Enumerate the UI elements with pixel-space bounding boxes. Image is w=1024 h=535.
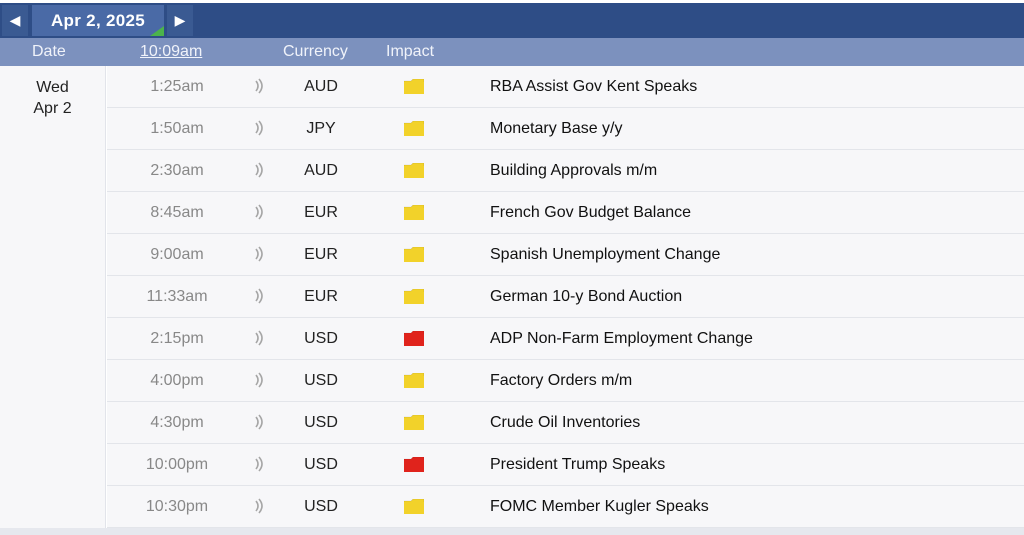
event-title[interactable]: Factory Orders m/m	[490, 372, 633, 389]
event-currency: JPY	[306, 120, 336, 137]
sound-wave-icon[interactable]	[253, 203, 265, 221]
event-time: 4:30pm	[150, 414, 204, 431]
sound-wave-icon[interactable]	[253, 371, 265, 389]
table-row[interactable]: 4:00pm USD Factory Orders m/m	[107, 360, 1024, 402]
sound-wave-icon[interactable]	[253, 119, 265, 137]
event-title[interactable]: FOMC Member Kugler Speaks	[490, 498, 709, 515]
header-current-time[interactable]: 10:09am	[140, 43, 203, 60]
medium-impact-folder-icon[interactable]	[403, 78, 425, 95]
event-title[interactable]: Crude Oil Inventories	[490, 414, 641, 431]
table-row[interactable]: 4:30pm USD Crude Oil Inventories	[107, 402, 1024, 444]
table-row[interactable]: 2:30am AUD Building Approvals m/m	[107, 150, 1024, 192]
chevron-right-icon: ▶	[174, 12, 186, 28]
event-currency: EUR	[304, 246, 338, 263]
sound-wave-icon[interactable]	[253, 77, 265, 95]
event-currency: USD	[304, 372, 338, 389]
medium-impact-folder-icon[interactable]	[403, 246, 425, 263]
event-currency: AUD	[304, 162, 338, 179]
event-title[interactable]: Spanish Unemployment Change	[490, 246, 721, 263]
event-time: 9:00am	[150, 246, 204, 263]
event-title[interactable]: Building Approvals m/m	[490, 162, 658, 179]
event-title[interactable]: President Trump Speaks	[490, 456, 666, 473]
event-title[interactable]: Monetary Base y/y	[490, 120, 623, 137]
event-time: 1:50am	[150, 120, 204, 137]
table-row[interactable]: 1:50am JPY Monetary Base y/y	[107, 108, 1024, 150]
event-currency: AUD	[304, 78, 338, 95]
day-date: Apr 2	[33, 100, 72, 117]
selected-date-label: Apr 2, 2025	[50, 10, 146, 30]
day-cell: Wed Apr 2	[0, 66, 106, 528]
medium-impact-folder-icon[interactable]	[403, 204, 425, 221]
corner-marker-icon	[150, 26, 164, 36]
table-footer	[0, 528, 1024, 535]
next-day-button[interactable]: ▶	[167, 5, 193, 36]
event-currency: EUR	[304, 288, 338, 305]
event-currency: EUR	[304, 204, 338, 221]
event-currency: USD	[304, 456, 338, 473]
sound-wave-icon[interactable]	[253, 245, 265, 263]
table-row[interactable]: 2:15pm USD ADP Non-Farm Employment Change	[107, 318, 1024, 360]
header-date: Date	[32, 43, 66, 60]
event-title[interactable]: ADP Non-Farm Employment Change	[490, 330, 753, 347]
calendar-toolbar: ◀ Apr 2, 2025 ▶	[0, 0, 1024, 38]
table-row[interactable]: 10:00pm USD President Trump Speaks	[107, 444, 1024, 486]
event-time: 10:00pm	[145, 456, 209, 473]
medium-impact-folder-icon[interactable]	[403, 414, 425, 431]
event-title[interactable]: French Gov Budget Balance	[490, 204, 692, 221]
sound-wave-icon[interactable]	[253, 413, 265, 431]
previous-day-button[interactable]: ◀	[2, 5, 28, 36]
medium-impact-folder-icon[interactable]	[403, 498, 425, 515]
sound-wave-icon[interactable]	[253, 329, 265, 347]
medium-impact-folder-icon[interactable]	[403, 120, 425, 137]
medium-impact-folder-icon[interactable]	[403, 162, 425, 179]
table-row[interactable]: 8:45am EUR French Gov Budget Balance	[107, 192, 1024, 234]
table-row[interactable]: 11:33am EUR German 10-y Bond Auction	[107, 276, 1024, 318]
event-time: 10:30pm	[145, 498, 209, 515]
event-title[interactable]: German 10-y Bond Auction	[490, 288, 683, 305]
chevron-left-icon: ◀	[9, 12, 21, 28]
sound-wave-icon[interactable]	[253, 161, 265, 179]
event-time: 2:15pm	[150, 330, 204, 347]
sound-wave-icon[interactable]	[253, 497, 265, 515]
medium-impact-folder-icon[interactable]	[403, 288, 425, 305]
high-impact-folder-icon[interactable]	[403, 456, 425, 473]
event-currency: USD	[304, 330, 338, 347]
date-selector[interactable]: Apr 2, 2025	[32, 5, 164, 36]
high-impact-folder-icon[interactable]	[403, 330, 425, 347]
table-row[interactable]: 10:30pm USD FOMC Member Kugler Speaks	[107, 486, 1024, 528]
event-title[interactable]: RBA Assist Gov Kent Speaks	[490, 78, 698, 95]
table-row[interactable]: 1:25am AUD RBA Assist Gov Kent Speaks	[107, 66, 1024, 108]
table-row[interactable]: 9:00am EUR Spanish Unemployment Change	[107, 234, 1024, 276]
day-weekday: Wed	[36, 79, 69, 96]
header-impact: Impact	[386, 43, 435, 60]
event-time: 2:30am	[150, 162, 204, 179]
event-currency: USD	[304, 414, 338, 431]
header-currency: Currency	[283, 43, 348, 60]
sound-wave-icon[interactable]	[253, 455, 265, 473]
event-time: 8:45am	[150, 204, 204, 221]
table-header: Date 10:09am Currency Impact	[0, 38, 1024, 66]
event-currency: USD	[304, 498, 338, 515]
event-time: 4:00pm	[150, 372, 204, 389]
event-time: 1:25am	[150, 78, 204, 95]
event-time: 11:33am	[146, 288, 208, 305]
medium-impact-folder-icon[interactable]	[403, 372, 425, 389]
sound-wave-icon[interactable]	[253, 287, 265, 305]
